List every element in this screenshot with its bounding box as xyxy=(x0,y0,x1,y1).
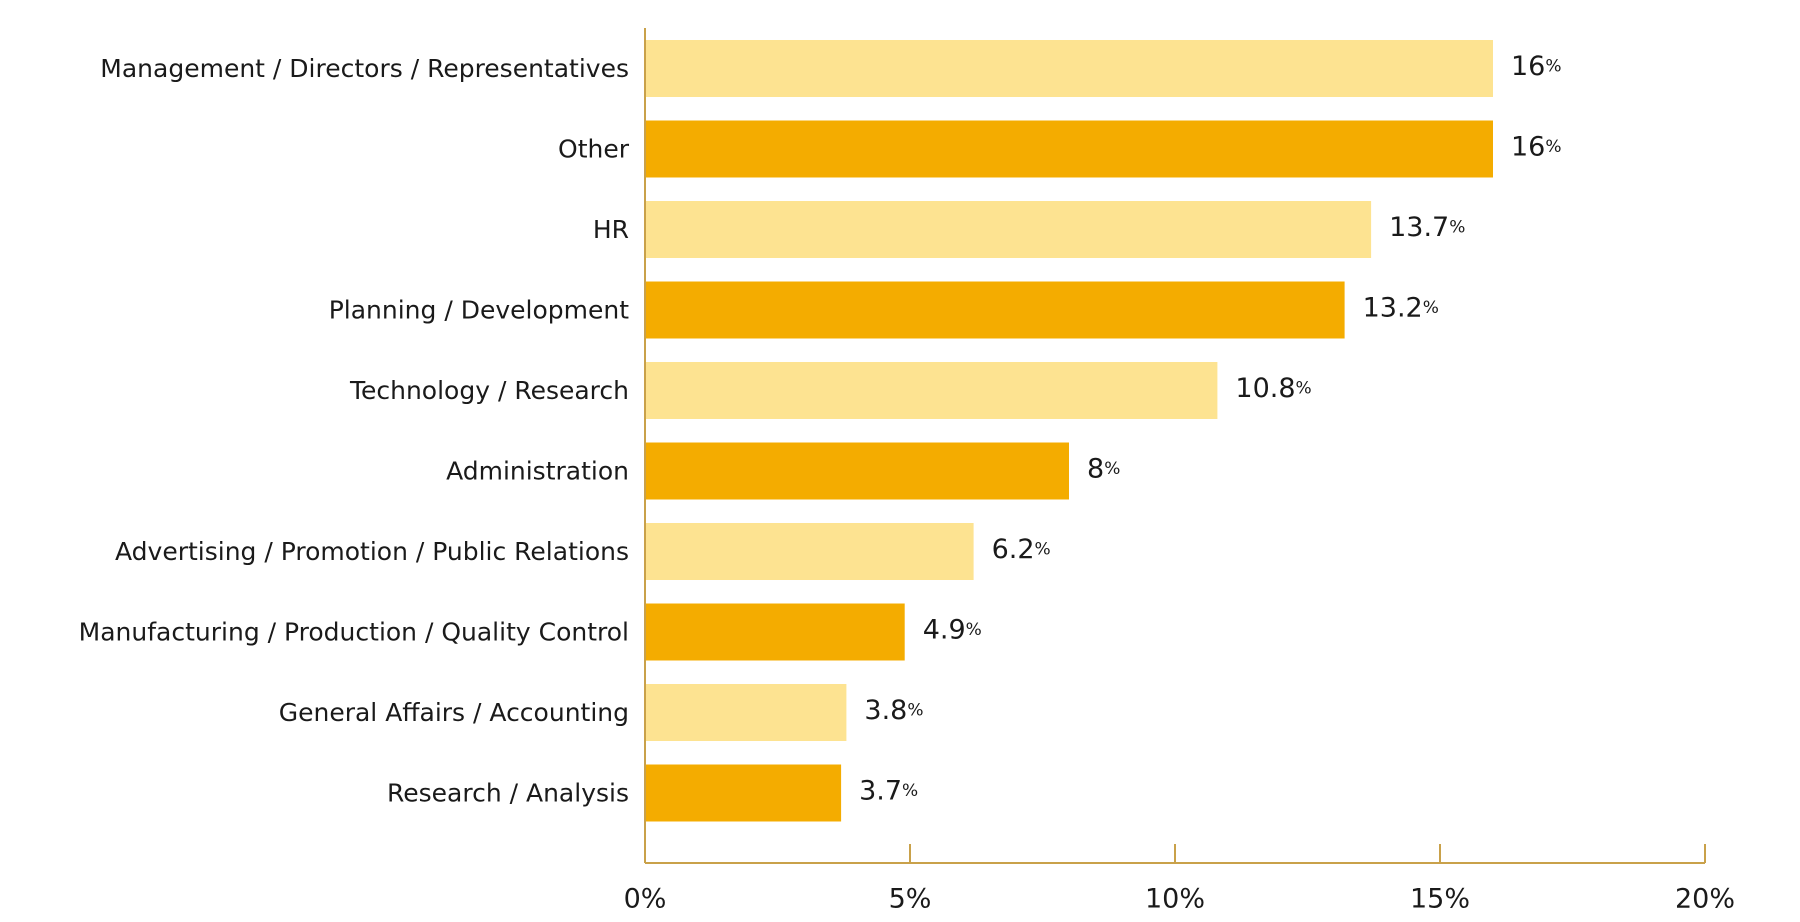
bar-8 xyxy=(645,684,847,741)
category-label: Advertising / Promotion / Public Relatio… xyxy=(115,537,629,566)
bar-1 xyxy=(645,120,1493,178)
x-tick-label: 5% xyxy=(889,884,932,915)
value-unit: % xyxy=(1104,459,1120,479)
bar-2 xyxy=(645,201,1372,258)
category-label: Management / Directors / Representatives xyxy=(100,54,629,83)
value-unit: % xyxy=(1545,137,1561,157)
bar-9 xyxy=(645,764,842,822)
category-label: Manufacturing / Production / Quality Con… xyxy=(79,618,629,647)
value-label: 8% xyxy=(1087,454,1120,485)
x-tick-label: 20% xyxy=(1675,884,1735,915)
bar-0 xyxy=(645,40,1493,97)
value-label: 16% xyxy=(1511,51,1562,82)
value-label: 13.2% xyxy=(1363,293,1439,324)
value-label: 3.8% xyxy=(864,695,923,726)
value-unit: % xyxy=(1035,540,1051,560)
value-label: 6.2% xyxy=(992,534,1051,565)
bar-6 xyxy=(645,523,974,580)
bar-3 xyxy=(645,281,1345,339)
category-labels: Management / Directors / Representatives… xyxy=(79,54,630,808)
value-label: 4.9% xyxy=(923,615,982,646)
x-tick-label: 0% xyxy=(624,884,667,915)
x-tick-label: 15% xyxy=(1410,884,1470,915)
bar-7 xyxy=(645,603,905,661)
bar-5 xyxy=(645,442,1069,500)
bars-layer xyxy=(645,40,1493,822)
category-label: Research / Analysis xyxy=(387,779,629,808)
value-label: 13.7% xyxy=(1389,212,1465,243)
value-unit: % xyxy=(907,701,923,721)
value-label: 3.7% xyxy=(859,776,918,807)
value-unit: % xyxy=(1545,57,1561,77)
value-unit: % xyxy=(902,781,918,801)
value-label: 10.8% xyxy=(1235,373,1311,404)
value-unit: % xyxy=(1423,298,1439,318)
value-unit: % xyxy=(1449,218,1465,238)
x-tick-label: 10% xyxy=(1145,884,1205,915)
x-axis: 0% 5% 10% 15% 20% xyxy=(624,28,1735,915)
category-label: Planning / Development xyxy=(329,296,630,325)
value-label: 16% xyxy=(1511,132,1562,163)
category-label: Administration xyxy=(446,457,629,486)
value-unit: % xyxy=(966,620,982,640)
category-label: Other xyxy=(558,135,630,164)
category-label: Technology / Research xyxy=(349,376,629,405)
category-label: HR xyxy=(593,215,629,244)
value-unit: % xyxy=(1296,379,1312,399)
bar-4 xyxy=(645,362,1218,419)
category-label: General Affairs / Accounting xyxy=(279,698,629,727)
